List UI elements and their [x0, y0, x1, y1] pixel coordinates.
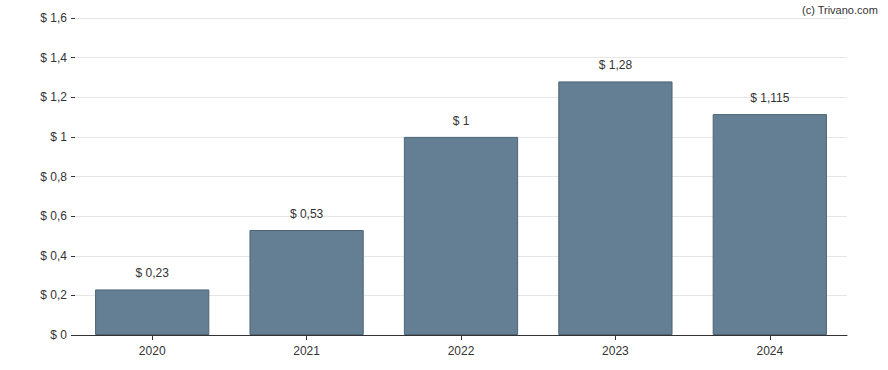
svg-text:(c) Trivano.com: (c) Trivano.com [802, 4, 878, 16]
svg-text:$ 0,6: $ 0,6 [40, 209, 67, 223]
svg-text:$ 1,6: $ 1,6 [40, 11, 67, 25]
svg-text:2021: 2021 [293, 344, 320, 358]
svg-text:$ 0: $ 0 [50, 328, 67, 342]
svg-text:$ 0,53: $ 0,53 [290, 207, 324, 221]
svg-text:$ 1: $ 1 [50, 130, 67, 144]
svg-text:$ 1,28: $ 1,28 [599, 58, 633, 72]
svg-text:$ 0,23: $ 0,23 [136, 266, 170, 280]
svg-text:2023: 2023 [602, 344, 629, 358]
svg-text:$ 1,4: $ 1,4 [40, 51, 67, 65]
svg-text:2024: 2024 [756, 344, 783, 358]
svg-text:$ 0,4: $ 0,4 [40, 249, 67, 263]
svg-text:$ 1: $ 1 [453, 114, 470, 128]
svg-text:2020: 2020 [139, 344, 166, 358]
svg-text:$ 1,2: $ 1,2 [40, 90, 67, 104]
svg-text:$ 1,115: $ 1,115 [750, 91, 789, 105]
svg-text:2022: 2022 [448, 344, 475, 358]
svg-text:$ 0,2: $ 0,2 [40, 288, 67, 302]
svg-text:$ 0,8: $ 0,8 [40, 170, 67, 184]
